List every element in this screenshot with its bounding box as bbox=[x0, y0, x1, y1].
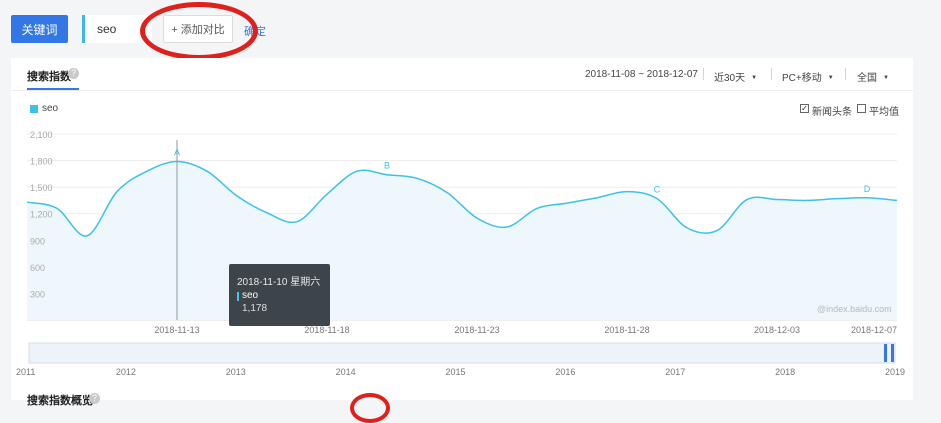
search-index-chart: 2,100 1,800 1,500 1,200 900 600 300 2018-11-13 2… bbox=[16, 130, 905, 377]
keyword-button[interactable]: 关键词 bbox=[11, 15, 68, 43]
y-tick-label: 2,100 bbox=[30, 130, 53, 140]
tooltip-date: 2018-11-10 星期六 bbox=[237, 277, 321, 288]
timeline-year-label: 2012 bbox=[116, 367, 136, 377]
timeline-handle-left bbox=[884, 344, 887, 362]
timeline-years: 2011 2012 2013 2014 2015 2016 2017 2018 2019 bbox=[16, 367, 905, 377]
caret-down-icon: ▼ bbox=[883, 75, 889, 82]
annotation-marker: D bbox=[864, 184, 871, 194]
caret-down-icon: ▼ bbox=[827, 75, 834, 82]
divider bbox=[771, 68, 772, 80]
date-range-picker[interactable]: 2018-11-08 ~ 2018-12-07 bbox=[585, 69, 698, 80]
tooltip-series-marker bbox=[237, 292, 239, 301]
series-area bbox=[27, 161, 897, 320]
timeline-year-label: 2018 bbox=[775, 367, 795, 377]
annotation-marker: B bbox=[384, 161, 390, 171]
device-filter[interactable]: PC+移动 ▼ bbox=[782, 69, 834, 84]
device-filter-label: PC+移动 bbox=[782, 73, 822, 84]
tooltip-series: seo bbox=[242, 290, 259, 301]
tooltip-value: 1,178 bbox=[242, 303, 268, 314]
timeline-year-label: 2014 bbox=[336, 367, 356, 377]
timeline-track bbox=[28, 342, 896, 364]
divider bbox=[845, 68, 846, 80]
annotation-marker: C bbox=[654, 185, 661, 195]
x-tick-label: 2018-12-03 bbox=[754, 325, 800, 335]
timeline-year-label: 2016 bbox=[555, 367, 575, 377]
help-icon[interactable]: ? bbox=[68, 68, 79, 79]
panel-title: 搜索指数 bbox=[27, 71, 71, 83]
timeline-year-label: 2015 bbox=[445, 367, 465, 377]
y-tick-label: 1,200 bbox=[30, 210, 53, 220]
watermark: @index.baidu.com bbox=[817, 304, 892, 314]
legend-color-swatch bbox=[30, 105, 38, 113]
highlight-circle-annotation bbox=[350, 393, 390, 423]
average-checkbox-label[interactable]: 平均值 bbox=[869, 107, 899, 118]
timeline-year-label: 2017 bbox=[665, 367, 685, 377]
timeline-year-label: 2019 bbox=[885, 367, 905, 377]
period-filter-label: 近30天 bbox=[714, 73, 746, 84]
x-tick-label: 2018-12-07 bbox=[851, 325, 897, 335]
y-tick-label: 600 bbox=[30, 263, 45, 273]
panel-divider bbox=[11, 90, 913, 91]
timeline-handle-right bbox=[891, 344, 894, 362]
timeline-year-label: 2011 bbox=[16, 367, 35, 377]
period-filter[interactable]: 近30天 ▼ bbox=[714, 69, 757, 84]
y-tick-label: 1,500 bbox=[30, 183, 53, 193]
title-underline bbox=[27, 88, 79, 90]
axis-ticks: 2,100 1,800 1,500 1,200 900 600 300 2018-11-13 2… bbox=[30, 130, 897, 335]
legend-series-label[interactable]: seo bbox=[42, 103, 59, 114]
help-icon[interactable]: ? bbox=[89, 393, 100, 404]
overview-section-title: 搜索指数概览 bbox=[27, 395, 93, 407]
highlight-circle-annotation bbox=[140, 2, 258, 60]
y-tick-label: 1,800 bbox=[30, 157, 53, 167]
region-filter[interactable]: 全国 ▼ bbox=[857, 69, 889, 84]
x-tick-label: 2018-11-13 bbox=[154, 325, 199, 335]
divider bbox=[703, 68, 704, 80]
average-checkbox[interactable] bbox=[857, 104, 866, 113]
x-tick-label: 2018-11-23 bbox=[454, 325, 499, 335]
y-tick-label: 300 bbox=[30, 289, 45, 299]
series-line bbox=[26, 160, 898, 237]
keyword-input[interactable]: seo bbox=[82, 15, 152, 43]
chart-tooltip: 2018-11-10 星期六 seo 1,178 bbox=[229, 264, 330, 326]
timeline-year-label: 2013 bbox=[226, 367, 246, 377]
y-tick-label: 900 bbox=[30, 236, 45, 246]
region-filter-label: 全国 bbox=[857, 73, 877, 84]
annotations: A B C D bbox=[174, 147, 871, 194]
news-checkbox[interactable]: ✓ bbox=[800, 104, 809, 113]
annotation-marker: A bbox=[174, 147, 180, 157]
news-checkbox-label[interactable]: 新闻头条 bbox=[812, 107, 852, 118]
caret-down-icon: ▼ bbox=[751, 75, 758, 82]
x-tick-label: 2018-11-18 bbox=[304, 325, 349, 335]
x-tick-label: 2018-11-28 bbox=[604, 325, 649, 335]
